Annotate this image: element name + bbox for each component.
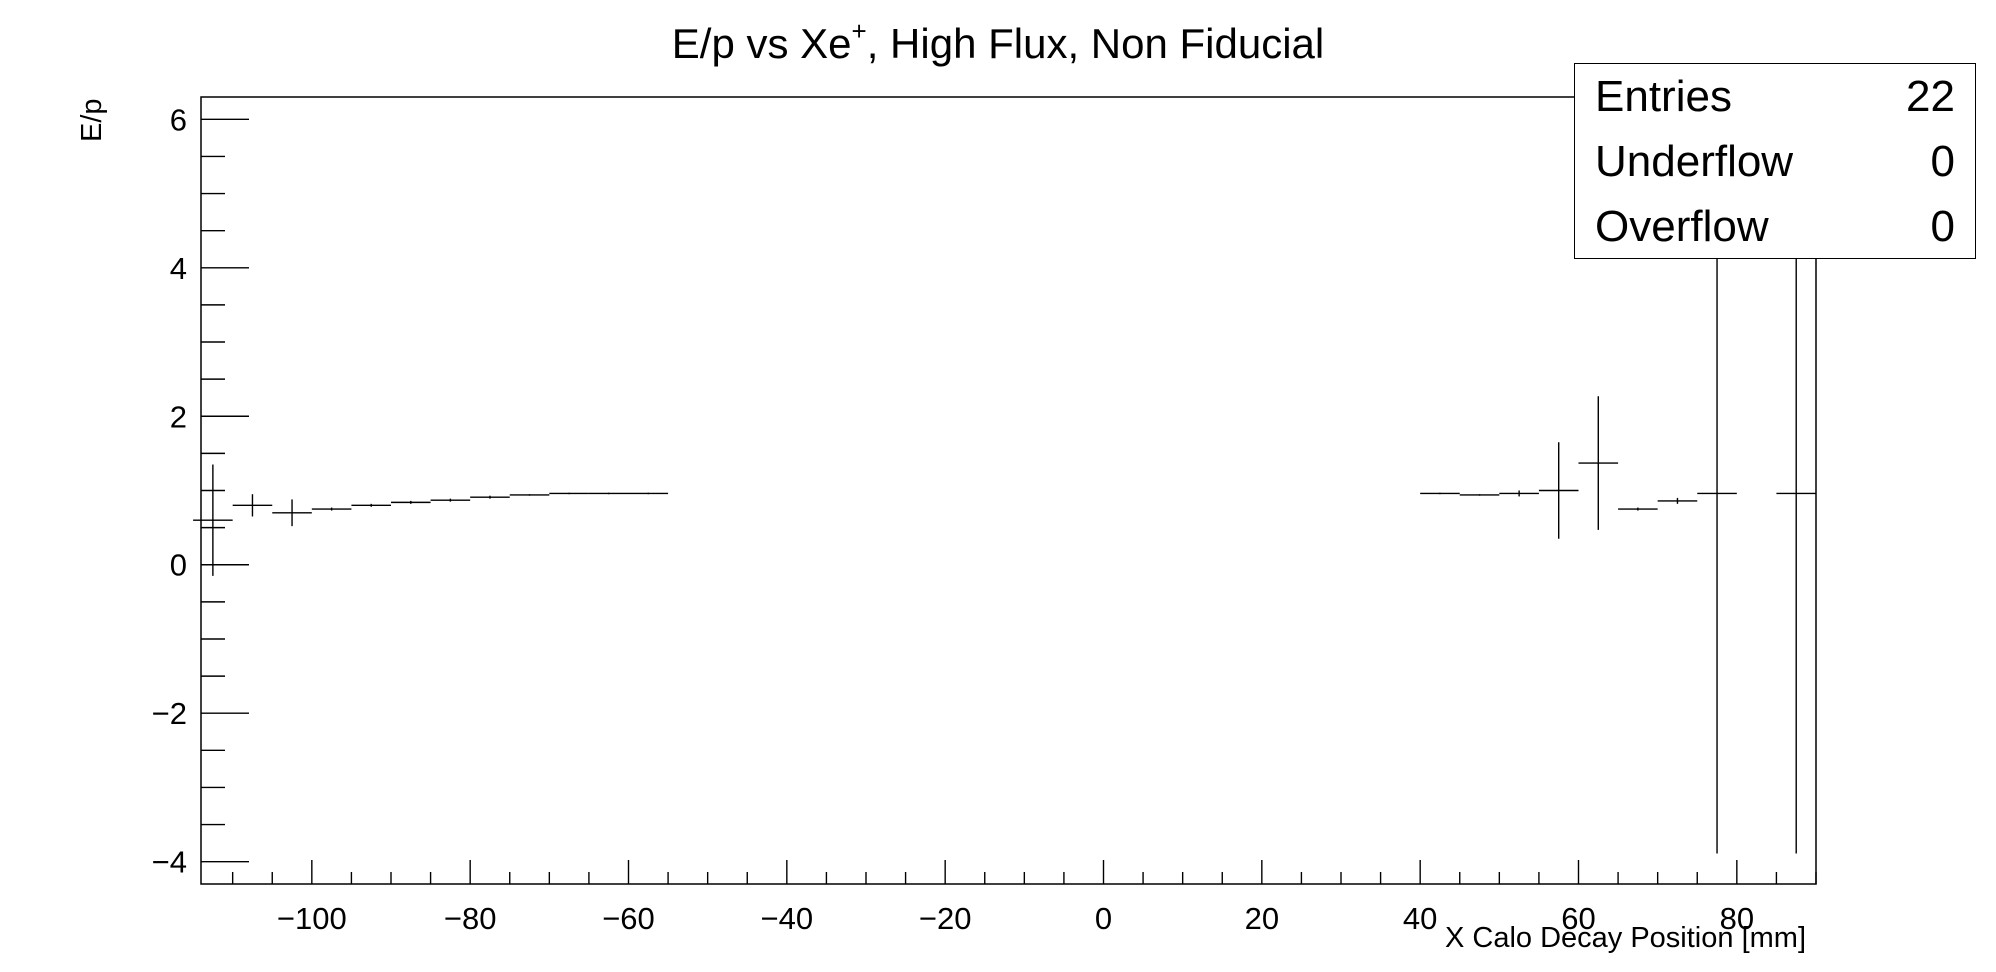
data-point bbox=[272, 499, 312, 527]
x-tick-label: 40 bbox=[1403, 901, 1437, 936]
data-point bbox=[1538, 442, 1579, 539]
y-tick-label: 6 bbox=[170, 102, 187, 137]
y-tick-label: −4 bbox=[152, 845, 187, 880]
data-point bbox=[1459, 494, 1500, 496]
data-point bbox=[1578, 396, 1619, 530]
x-tick-label: −20 bbox=[919, 901, 972, 936]
y-axis-label: E/p bbox=[76, 98, 108, 142]
x-tick-label: 0 bbox=[1095, 901, 1112, 936]
data-point bbox=[1657, 497, 1698, 504]
y-tick-label: −2 bbox=[152, 696, 187, 731]
stats-row-entries: Entries 22 bbox=[1575, 64, 1975, 129]
data-point bbox=[549, 492, 589, 495]
stats-box: Entries 22 Underflow 0 Overflow 0 bbox=[1574, 63, 1976, 259]
y-tick-label: 4 bbox=[170, 251, 187, 286]
x-tick-label: 20 bbox=[1245, 901, 1279, 936]
stats-value: 0 bbox=[1930, 136, 1955, 186]
stats-value: 22 bbox=[1906, 71, 1955, 121]
x-tick-label: −40 bbox=[761, 901, 814, 936]
data-point bbox=[470, 495, 510, 499]
data-point bbox=[430, 498, 471, 502]
data-point bbox=[588, 492, 629, 495]
data-point bbox=[509, 494, 550, 496]
data-point bbox=[1420, 492, 1460, 495]
stats-row-underflow: Underflow 0 bbox=[1575, 129, 1975, 194]
stats-label: Entries bbox=[1595, 71, 1732, 121]
y-tick-label: 2 bbox=[170, 399, 187, 434]
data-point bbox=[391, 500, 431, 504]
x-axis-label: X Calo Decay Position [mm] bbox=[1444, 922, 1806, 954]
data-point bbox=[1618, 507, 1658, 511]
stats-label: Underflow bbox=[1595, 136, 1794, 186]
chart-title: E/p vs Xe+, High Flux, Non Fiducial bbox=[671, 16, 1325, 67]
data-point bbox=[193, 464, 233, 576]
y-tick-label: 0 bbox=[170, 548, 187, 583]
data-point bbox=[311, 507, 352, 511]
x-tick-label: 60 bbox=[1561, 901, 1595, 936]
data-point bbox=[351, 503, 391, 507]
x-tick-label: −60 bbox=[602, 901, 655, 936]
stats-row-overflow: Overflow 0 bbox=[1575, 194, 1975, 259]
data-point bbox=[232, 494, 273, 517]
x-tick-label: −100 bbox=[277, 901, 347, 936]
x-tick-label: 80 bbox=[1720, 901, 1754, 936]
stats-label: Overflow bbox=[1595, 201, 1769, 251]
data-point bbox=[628, 492, 669, 495]
stats-value: 0 bbox=[1930, 201, 1955, 251]
data-point bbox=[1499, 490, 1539, 497]
x-tick-label: −80 bbox=[444, 901, 497, 936]
